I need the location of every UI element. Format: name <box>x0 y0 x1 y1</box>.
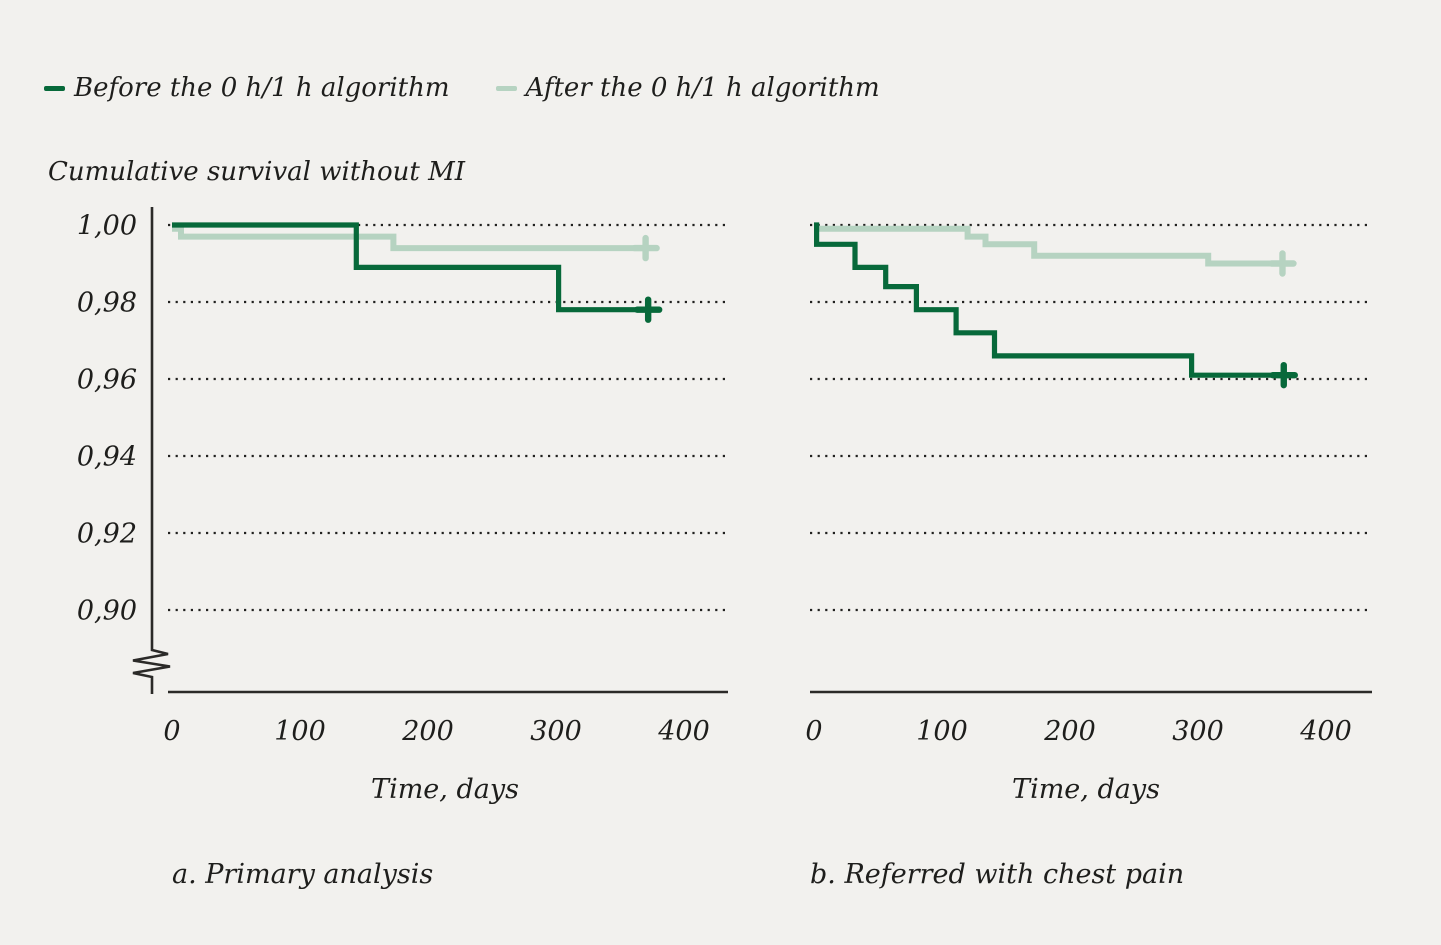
x-tick-label: 200 <box>401 716 454 747</box>
y-tick-label: 1,00 <box>77 211 137 242</box>
censor-mark-before <box>633 296 663 323</box>
y-tick-label: 0,96 <box>77 365 137 396</box>
series-line-before <box>172 222 649 313</box>
x-tick-label: 300 <box>1172 716 1224 747</box>
series-line-after <box>814 225 1283 267</box>
x-tick-label: 400 <box>657 716 710 747</box>
x-tick-label: 0 <box>805 716 822 747</box>
y-axis-with-break-icon <box>132 207 171 694</box>
legend-label-before: Before the 0 h/1 h algorithm <box>74 73 450 103</box>
censor-mark-before <box>1269 361 1298 389</box>
series-line-before <box>813 222 1284 378</box>
series-line-after <box>172 225 646 252</box>
x-tick-label: 100 <box>274 716 326 747</box>
panel-caption-b: b. Referred with chest pain <box>810 859 1185 890</box>
legend-dash-before-icon <box>44 85 65 91</box>
legend-item-before: Before the 0 h/1 h algorithm <box>44 73 450 103</box>
y-tick-label: 0,92 <box>77 519 137 550</box>
x-tick-label: 300 <box>530 716 582 747</box>
y-tick-label: 0,94 <box>77 442 137 473</box>
x-axis-title-b: Time, days <box>1012 774 1160 805</box>
x-tick-label: 200 <box>1043 716 1096 747</box>
legend-dash-after-icon <box>495 85 517 91</box>
legend-item-after: After the 0 h/1 h algorithm <box>495 73 880 103</box>
legend-label-after: After the 0 h/1 h algorithm <box>525 73 880 103</box>
y-tick-label: 0,90 <box>77 596 137 627</box>
censor-mark-after <box>631 234 660 262</box>
y-tick-label: 0,98 <box>77 288 137 319</box>
panel-caption-a: a. Primary analysis <box>172 859 434 890</box>
x-axis-title-a: Time, days <box>371 774 519 805</box>
x-tick-label: 100 <box>916 716 968 747</box>
legend: Before the 0 h/1 h algorithm After the 0… <box>44 73 880 103</box>
x-tick-label: 400 <box>1299 716 1352 747</box>
x-tick-label: 0 <box>163 716 180 747</box>
y-axis-title: Cumulative survival without MI <box>48 157 466 187</box>
censor-mark-after <box>1268 250 1297 277</box>
